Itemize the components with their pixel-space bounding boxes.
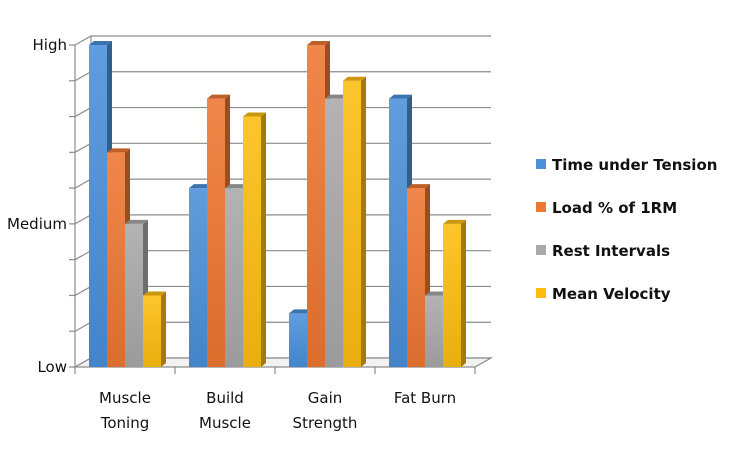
y-tick-label: Medium (7, 215, 67, 233)
bar (243, 112, 266, 367)
legend-swatch (536, 245, 546, 255)
x-category-label: Muscle (99, 389, 151, 407)
gridline (74, 71, 491, 82)
bars (89, 41, 466, 368)
x-category-label: Muscle (199, 414, 251, 432)
gridline (74, 106, 491, 118)
axes (69, 44, 494, 374)
bar (143, 291, 166, 367)
legend-label: Rest Intervals (552, 242, 670, 260)
bar (443, 219, 466, 367)
legend-label: Load % of 1RM (552, 199, 677, 217)
x-category-label: Build (206, 389, 244, 407)
x-category-label: Toning (100, 414, 150, 432)
x-category-label: Strength (293, 414, 358, 432)
legend-swatch (536, 288, 546, 298)
legend-label: Mean Velocity (552, 285, 671, 303)
legend-swatch (536, 202, 546, 212)
y-tick-label: High (33, 36, 67, 54)
legend-label: Time under Tension (552, 156, 717, 174)
gridline (74, 142, 491, 153)
y-tick-label: Low (37, 358, 67, 376)
legend-swatch (536, 159, 546, 169)
axis-labels: Low Medium High Muscle Toning Build Muscle Gain… (7, 36, 456, 432)
x-category-label: Fat Burn (394, 389, 456, 407)
bar (343, 76, 366, 368)
gridline (74, 35, 491, 46)
x-category-label: Gain (308, 389, 343, 407)
legend: Time under Tension Load % of 1RM Rest Inte… (536, 156, 717, 303)
